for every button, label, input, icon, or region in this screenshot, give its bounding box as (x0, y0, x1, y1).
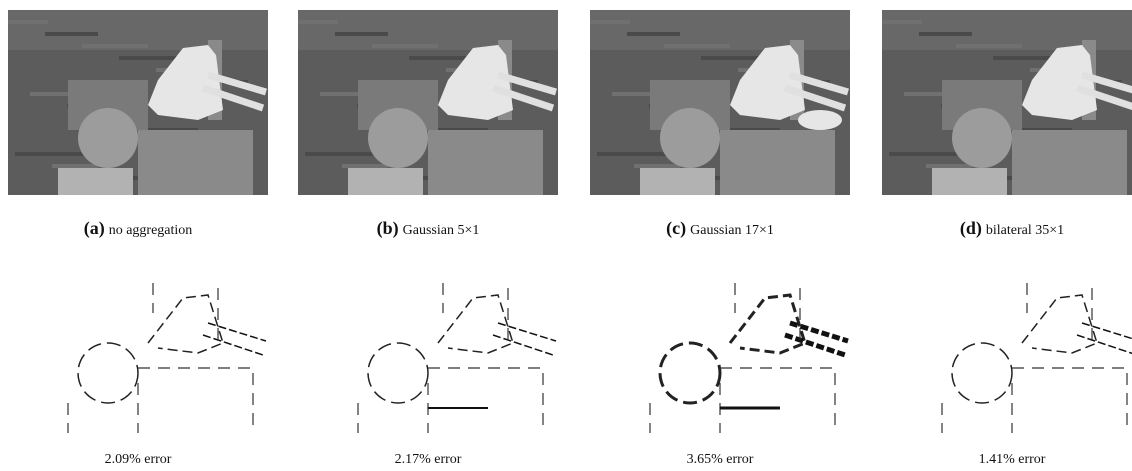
panel-label: (d) (960, 218, 982, 238)
streak (590, 20, 630, 24)
error-rate: 3.65% error (590, 452, 850, 468)
error-text: 2.09% error (105, 452, 172, 467)
panel-label: (c) (666, 218, 686, 238)
head (952, 108, 1012, 168)
base (640, 168, 715, 195)
error-map (298, 283, 558, 433)
streak (634, 164, 680, 168)
background (882, 283, 1132, 433)
streak (298, 20, 338, 24)
disparity-map (298, 10, 558, 195)
error-text: 3.65% error (687, 452, 754, 467)
head (660, 108, 720, 168)
panel: (c) Gaussian 17×1 3.65% error (590, 0, 850, 471)
error-map (8, 283, 268, 433)
torso (720, 130, 835, 195)
streak (8, 20, 48, 24)
figure: (a) no aggregation 2.09% error (b) Gaussian … (0, 0, 1132, 471)
error-text: 2.17% error (395, 452, 462, 467)
panel-label: (a) (84, 218, 105, 238)
panel-label: (b) (377, 218, 399, 238)
head (368, 108, 428, 168)
streak (335, 32, 388, 36)
panel: (a) no aggregation 2.09% error (8, 0, 268, 471)
caption: (b) Gaussian 5×1 (298, 218, 558, 239)
disparity-map (590, 10, 850, 195)
caption-text: Gaussian 5×1 (403, 223, 480, 238)
torso (428, 130, 543, 195)
head (78, 108, 138, 168)
base (348, 168, 423, 195)
torso (1012, 130, 1127, 195)
error-rate: 2.17% error (298, 452, 558, 468)
disparity-map (8, 10, 268, 195)
error-text: 1.41% error (979, 452, 1046, 467)
blob (798, 110, 842, 130)
streak (52, 164, 98, 168)
error-map (882, 283, 1132, 433)
streak (664, 44, 730, 48)
torso (138, 130, 253, 195)
caption: (a) no aggregation (8, 218, 268, 239)
base (932, 168, 1007, 195)
streak (919, 32, 972, 36)
disparity-map (882, 10, 1132, 195)
base (58, 168, 133, 195)
streak (882, 20, 922, 24)
error-map (590, 283, 850, 433)
streak (372, 44, 438, 48)
streak (627, 32, 680, 36)
streak (45, 32, 98, 36)
caption: (d) bilateral 35×1 (882, 218, 1132, 239)
caption: (c) Gaussian 17×1 (590, 218, 850, 239)
streak (956, 44, 1022, 48)
panel: (d) bilateral 35×1 1.41% error (882, 0, 1132, 471)
streak (342, 164, 388, 168)
error-rate: 1.41% error (882, 452, 1132, 468)
caption-text: bilateral 35×1 (986, 223, 1064, 238)
panel: (b) Gaussian 5×1 2.17% error (298, 0, 558, 471)
error-rate: 2.09% error (8, 452, 268, 468)
caption-text: Gaussian 17×1 (690, 223, 774, 238)
streak (926, 164, 972, 168)
caption-text: no aggregation (109, 223, 193, 238)
streak (82, 44, 148, 48)
